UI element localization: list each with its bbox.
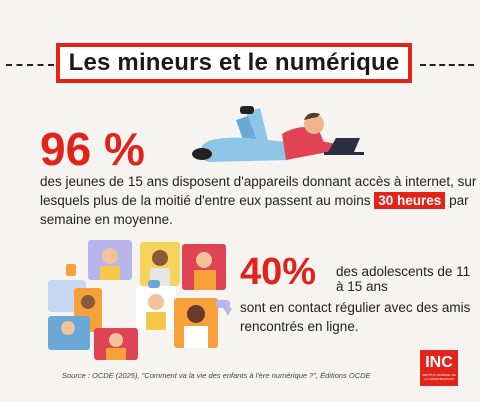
source-citation: Source : OCDE (2025), "Comment va la vie… [62,371,371,380]
stat1-text: des jeunes de 15 ans disposent d'apparei… [40,172,480,229]
stat2-text-rest: sont en contact régulier avec des amis r… [240,300,471,334]
inc-logo: INC INSTITUT NATIONAL DE LA CONSOMMATION [420,350,458,386]
stat1-highlight: 30 heures [374,192,446,209]
logo-name: INC [425,354,453,371]
stat1-text-after: par semaine en moyenne. [40,193,469,227]
stat2-text-line1: des adolescents de 11 à 15 ans [336,264,471,294]
title-box: Les mineurs et le numérique [56,43,412,83]
title-dash-right [420,64,474,66]
title-dash-left [6,64,54,66]
online-friends-illustration [48,240,232,360]
page-title: Les mineurs et le numérique [68,49,400,76]
stat1-value: 96 % [40,123,145,175]
person-laptop-illustration [192,106,364,162]
logo-subtitle: INSTITUT NATIONAL DE LA CONSOMMATION [422,373,456,381]
stat2-value: 40% [240,251,317,293]
stat1-text-before: des jeunes de 15 ans disposent d'apparei… [40,174,477,208]
